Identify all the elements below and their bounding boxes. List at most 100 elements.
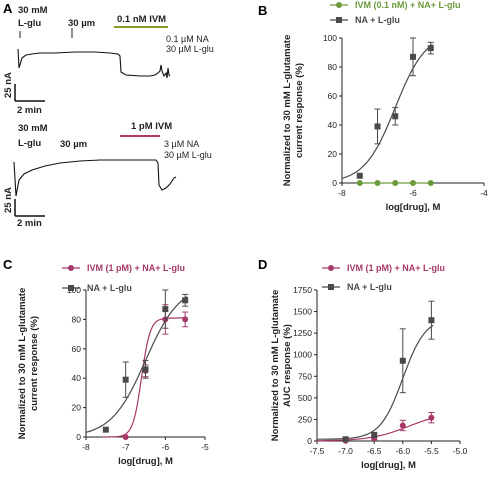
data-point-circle (122, 434, 129, 440)
y-tick-label: 20 (328, 149, 338, 159)
data-point-square (142, 366, 149, 373)
y-tick-label: 0 (307, 436, 312, 446)
data-point-square (374, 123, 381, 130)
legend-marker (336, 2, 342, 8)
panel-label-b: B (258, 3, 267, 18)
x-tick-label: -7 (122, 442, 130, 452)
trace-bottom-current (13, 159, 177, 197)
x-tick-label: -7.0 (338, 446, 353, 456)
x-tick-label: -5 (201, 442, 209, 452)
data-point-circle (399, 422, 406, 429)
data-point-square (162, 306, 169, 313)
legend-label: IVM (1 pM) + NA+ L-glu (347, 263, 445, 273)
y-tick-label: 40 (328, 120, 338, 130)
panel-label-a: A (3, 1, 13, 16)
x-tick-label: -8 (82, 442, 90, 452)
legend-marker (68, 265, 74, 271)
x-tick-label: -6 (409, 188, 417, 198)
x-tick-label: -6.0 (395, 446, 410, 456)
x-tick-label: -6 (162, 442, 170, 452)
x-tick-label: -8 (338, 188, 346, 198)
data-point-circle (427, 180, 434, 186)
data-point-square (102, 426, 109, 433)
data-point-square (122, 376, 129, 383)
y-tick-label: 100 (323, 33, 337, 43)
chart-panel-d: 0 250 500 750 1000 1250 1500 1750 -7.5 -7.0 -6.5 -6… (270, 263, 468, 471)
y-tick-label: 60 (328, 91, 338, 101)
y-tick-label: 80 (72, 314, 82, 324)
y-tick-label: 60 (72, 344, 82, 354)
legend-label: IVM (1 pM) + NA+ L-glu (87, 263, 185, 273)
data-point-square (371, 431, 378, 438)
trace-bottom-conc-label: 30 mM (18, 123, 48, 134)
legend-label: NA + L-glu (355, 15, 400, 25)
trace-bottom-annotation-1: 3 µM NA (164, 139, 199, 149)
data-point-square (392, 113, 399, 120)
y-tick-label: 0 (332, 178, 337, 188)
trace-bottom-scale-x-label: 2 min (17, 218, 42, 229)
legend-label: IVM (0.1 nM) + NA+ L-glu (355, 0, 461, 10)
y-tick-label: 500 (298, 393, 312, 403)
y-tick-label: 80 (328, 62, 338, 72)
data-point-circle (356, 180, 363, 186)
legend-label: NA + L-glu (87, 283, 132, 293)
trace-top-wash-label: 30 µm (68, 18, 95, 29)
data-point-square (342, 436, 349, 443)
trace-top-scale-x-label: 2 min (17, 105, 42, 116)
legend-marker (328, 284, 334, 290)
legend-marker (328, 265, 334, 271)
data-point-circle (392, 180, 399, 186)
data-point-square (427, 45, 434, 52)
y-axis-label-line-1: Normalized to 30 mM L-glutamate (17, 288, 28, 440)
trace-top-conc-label: 30 mM (18, 5, 48, 16)
trace-top-drug-label: 0.1 nM IVM (117, 14, 166, 25)
x-tick-label: -4 (480, 188, 488, 198)
x-axis-label: log[drug], M (118, 456, 173, 467)
y-axis-label-line-2: current response (%) (29, 316, 40, 411)
trace-bottom-drug-label: 1 pM IVM (131, 121, 172, 132)
y-axis-label-line-1: Normalized to 30 mM L-glutamate (282, 35, 293, 187)
x-tick-label: -7.5 (310, 446, 325, 456)
trace-top-current (17, 48, 171, 79)
y-tick-label: 1750 (293, 285, 312, 295)
y-tick-label: 1250 (293, 328, 312, 338)
y-axis-label-line-2: AUC response (%) (282, 324, 293, 407)
data-point-square (410, 53, 416, 60)
panel-label-d: D (258, 257, 267, 272)
y-axis-label-line-1: Normalized to 30 mM L-glutamate (270, 290, 281, 442)
trace-bottom-wash-label: 30 µm (60, 139, 87, 150)
y-tick-label: 750 (298, 371, 312, 381)
fit-curve-1 (85, 296, 188, 433)
data-point-square (356, 172, 363, 179)
data-point-square (399, 357, 406, 364)
trace-top-agonist-label: L-glu (18, 18, 41, 29)
data-point-circle (410, 180, 416, 186)
y-tick-label: 20 (72, 403, 82, 413)
y-tick-label: 250 (298, 414, 312, 424)
trace-bottom: 30 mM L-glu 30 µm 1 pM IVM 3 µM NA 30 µM… (3, 121, 212, 229)
legend-label: NA + L-glu (347, 282, 392, 292)
y-tick-label: 0 (76, 432, 81, 442)
y-tick-label: 100 (67, 285, 81, 295)
panel-label-c: C (3, 257, 13, 272)
x-axis-label: log[drug], M (361, 460, 416, 471)
y-tick-label: 1500 (293, 307, 312, 317)
y-tick-label: 40 (72, 373, 82, 383)
fit-curve-1 (317, 324, 434, 440)
legend-marker (336, 17, 342, 23)
trace-top-annotation-2: 30 µM L-glu (166, 44, 214, 54)
chart-panel-c: 0 20 40 60 80 100 -8 -7 -6 -5 log[drug], M Normaliz… (17, 263, 209, 467)
data-point-circle (374, 180, 381, 186)
data-point-square (182, 297, 189, 304)
legend-marker (68, 285, 74, 291)
y-tick-label: 1000 (293, 350, 312, 360)
fit-curve-1 (341, 44, 433, 179)
data-point-circle (428, 414, 435, 421)
x-tick-label: -5.0 (453, 446, 468, 456)
trace-bottom-scale-y-label: 25 nA (3, 187, 14, 213)
y-axis-label-line-2: current response (%) (294, 63, 305, 158)
trace-top-scale-y-label: 25 nA (3, 72, 14, 98)
trace-bottom-annotation-2: 30 µM L-glu (164, 150, 212, 160)
trace-top-annotation-1: 0.1 µM NA (166, 34, 209, 44)
